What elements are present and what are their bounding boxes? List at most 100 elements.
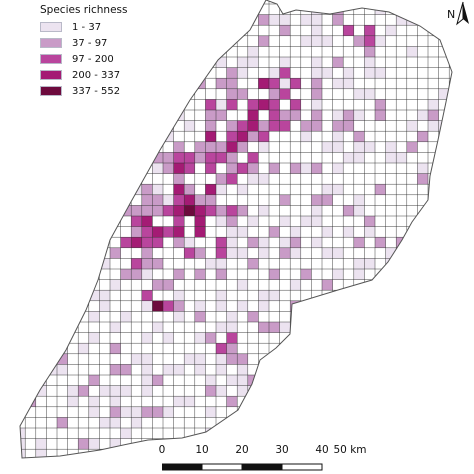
grid-cell: [141, 184, 153, 195]
grid-cell: [449, 88, 452, 100]
grid-cell: [99, 110, 110, 121]
grid-cell: [406, 396, 418, 407]
grid-cell: [279, 385, 291, 397]
grid-cell: [88, 406, 100, 418]
grid-cell: [343, 78, 354, 89]
grid-cell: [343, 152, 354, 163]
grid-cell: [406, 120, 418, 132]
grid-cell: [25, 290, 36, 301]
grid-cell: [237, 57, 248, 68]
grid-cell: [364, 332, 375, 344]
grid-cell: [120, 428, 132, 439]
grid-cell: [20, 449, 26, 458]
grid-cell: [353, 194, 365, 206]
grid-cell: [194, 226, 206, 238]
legend-label: 1 - 37: [72, 21, 102, 33]
grid-cell: [300, 311, 312, 322]
grid-cell: [173, 141, 185, 153]
grid-cell: [120, 173, 132, 185]
legend-label: 337 - 552: [72, 85, 121, 97]
grid-cell: [110, 279, 121, 291]
grid-cell: [226, 173, 238, 185]
grid-cell: [226, 396, 238, 407]
grid-cell: [396, 353, 407, 365]
grid-cell: [205, 258, 216, 269]
grid-cell: [428, 226, 439, 238]
grid-cell: [141, 247, 153, 259]
grid-cell: [216, 99, 227, 110]
grid-cell: [99, 173, 110, 185]
grid-cell: [88, 184, 100, 195]
grid-cell: [99, 417, 110, 428]
grid-cell: [247, 110, 259, 121]
grid-cell: [226, 88, 238, 100]
grid-cell: [57, 120, 68, 132]
grid-cell: [141, 226, 153, 238]
grid-cell: [35, 375, 47, 386]
grid-cell: [290, 417, 301, 428]
grid-cell: [247, 57, 259, 68]
grid-cell: [216, 152, 227, 163]
grid-cell: [237, 184, 248, 195]
grid-cell: [110, 120, 121, 132]
grid-cell: [460, 142, 471, 153]
grid-cell: [258, 364, 269, 375]
legend-item: 337 - 552: [40, 84, 160, 98]
grid-cell: [290, 247, 301, 259]
grid-cell: [269, 88, 280, 100]
grid-cell: [194, 300, 206, 312]
grid-cell: [78, 438, 89, 450]
grid-cell: [120, 311, 132, 322]
grid-cell: [184, 247, 195, 259]
grid-cell: [20, 46, 26, 57]
grid-cell: [152, 406, 163, 418]
grid-cell: [57, 247, 68, 259]
grid-cell: [226, 163, 238, 174]
grid-cell: [173, 25, 185, 36]
grid-cell: [184, 163, 195, 174]
grid-cell: [152, 258, 163, 269]
grid-cell: [417, 173, 428, 185]
grid-cell: [184, 120, 195, 132]
grid-cell: [141, 300, 153, 312]
grid-cell: [237, 279, 248, 291]
grid-cell: [364, 35, 375, 47]
grid-cell: [449, 353, 452, 365]
grid-cell: [406, 46, 418, 57]
grid-cell: [237, 375, 248, 386]
grid-cell: [290, 78, 301, 89]
grid-cell: [375, 67, 386, 79]
grid-cell: [322, 35, 333, 47]
grid-cell: [311, 237, 322, 248]
grid-cell: [141, 332, 153, 344]
north-label: N: [447, 8, 456, 21]
grid-cell: [88, 290, 100, 301]
grid-cell: [152, 99, 163, 110]
grid-cell: [258, 14, 269, 26]
grid-cell: [99, 205, 110, 216]
grid-cell: [428, 110, 439, 121]
grid-cell: [194, 4, 206, 15]
grid-cell: [269, 226, 280, 238]
grid-cell: [311, 194, 322, 206]
grid-cell: [88, 311, 100, 322]
grid-cell: [417, 247, 428, 259]
grid-cell: [152, 184, 163, 195]
grid-cell: [385, 152, 397, 163]
grid-cell: [141, 141, 153, 153]
grid-cell: [258, 99, 269, 110]
grid-cell: [396, 269, 407, 280]
grid-cell: [449, 269, 452, 280]
grid-cell: [78, 343, 89, 354]
grid-cell: [78, 237, 89, 248]
grid-cell: [226, 375, 238, 386]
grid-cell: [438, 269, 450, 280]
grid-cell: [173, 205, 185, 216]
grid-cell: [67, 396, 79, 407]
grid-cell: [35, 343, 47, 354]
grid-cell: [216, 141, 227, 153]
grid-cell: [269, 78, 280, 89]
grid-cell: [300, 353, 312, 365]
grid-cell: [173, 226, 185, 238]
grid-cell: [20, 438, 26, 450]
